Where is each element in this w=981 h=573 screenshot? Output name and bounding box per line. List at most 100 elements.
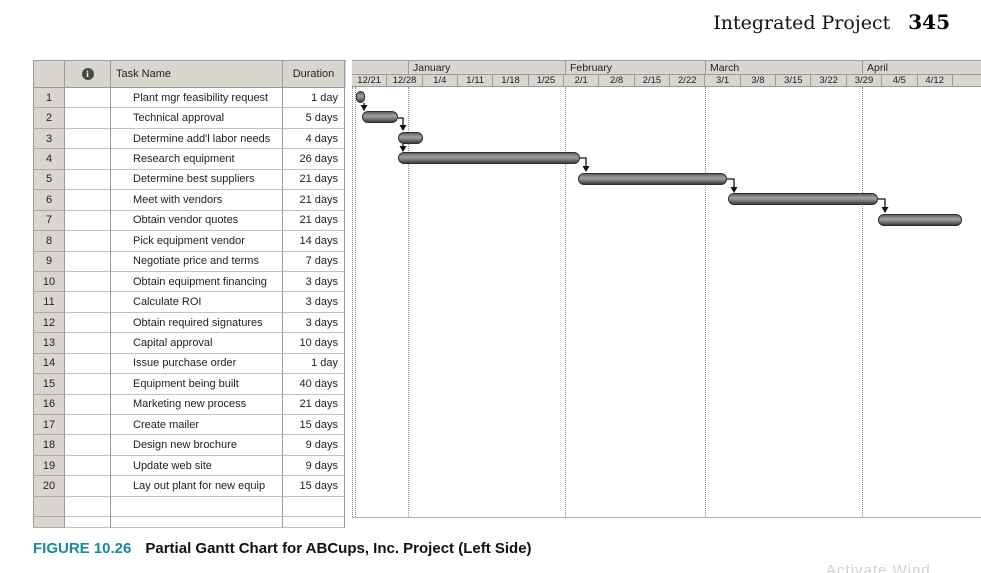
- timescale-week-row[interactable]: 12/21 12/28 1/4 1/11 1/18 1/25 2/1 2/8 2/15 2/22 3…: [352, 74, 981, 87]
- indicator-cell[interactable]: [65, 333, 111, 354]
- row-number-cell[interactable]: 8: [34, 231, 65, 252]
- gantt-bar-task-4[interactable]: [398, 152, 580, 165]
- row-number-cell[interactable]: 15: [34, 374, 65, 395]
- row-number-cell[interactable]: 3: [34, 128, 65, 150]
- row-number-cell[interactable]: 11: [34, 292, 65, 313]
- task-name-cell[interactable]: Update web site: [111, 455, 283, 477]
- timescale-week-cell[interactable]: 2/8: [599, 75, 635, 86]
- task-name-cell[interactable]: Capital approval: [111, 333, 283, 354]
- row-number-cell[interactable]: 16: [34, 394, 65, 415]
- task-name-cell[interactable]: Calculate ROI: [111, 292, 283, 313]
- indicator-cell[interactable]: [65, 415, 111, 436]
- row-number-cell[interactable]: 13: [34, 333, 65, 354]
- timescale-week-cell[interactable]: 1/11: [458, 75, 494, 86]
- task-name-cell[interactable]: Create mailer: [111, 415, 283, 436]
- task-name-cell[interactable]: Issue purchase order: [111, 353, 283, 375]
- indicator-cell[interactable]: [65, 271, 111, 293]
- timescale-week-cell[interactable]: 12/28: [387, 75, 423, 86]
- duration-cell[interactable]: 21 days: [283, 210, 345, 232]
- timescale-week-cell[interactable]: [953, 75, 981, 86]
- task-name-cell[interactable]: Determine best suppliers: [111, 169, 283, 191]
- indicator-cell[interactable]: [65, 231, 111, 252]
- row-number-cell[interactable]: 2: [34, 108, 65, 129]
- indicator-cell[interactable]: [65, 251, 111, 272]
- timescale-week-cell[interactable]: 4/5: [882, 75, 918, 86]
- timescale-week-cell[interactable]: 1/4: [423, 75, 459, 86]
- duration-cell[interactable]: 40 days: [283, 374, 345, 395]
- task-name-cell[interactable]: Design new brochure: [111, 435, 283, 456]
- task-name-cell[interactable]: Plant mgr feasibility request: [111, 88, 283, 109]
- row-number-cell[interactable]: 4: [34, 149, 65, 170]
- task-name-cell[interactable]: [111, 496, 283, 518]
- duration-cell[interactable]: 15 days: [283, 476, 345, 497]
- duration-cell[interactable]: 21 days: [283, 169, 345, 191]
- gantt-bar-task-3[interactable]: [398, 131, 423, 144]
- timescale-week-cell[interactable]: 1/25: [529, 75, 565, 86]
- duration-cell[interactable]: 15 days: [283, 415, 345, 436]
- row-number-cell[interactable]: 14: [34, 353, 65, 375]
- indicator-cell[interactable]: [65, 190, 111, 211]
- indicators-column-header[interactable]: i: [65, 61, 111, 88]
- duration-column-header[interactable]: Duration: [283, 61, 345, 88]
- task-name-cell[interactable]: Lay out plant for new equip: [111, 476, 283, 497]
- indicator-cell[interactable]: [65, 496, 111, 518]
- row-number-cell[interactable]: 18: [34, 435, 65, 456]
- task-name-cell[interactable]: Obtain equipment financing: [111, 271, 283, 293]
- timescale-week-cell[interactable]: 3/15: [776, 75, 812, 86]
- timescale-week-cell[interactable]: 2/22: [670, 75, 706, 86]
- timescale-week-cell[interactable]: 4/12: [918, 75, 953, 86]
- task-name-cell[interactable]: Pick equipment vendor: [111, 231, 283, 252]
- duration-cell[interactable]: 21 days: [283, 190, 345, 211]
- task-name-cell[interactable]: Marketing new process: [111, 394, 283, 415]
- task-name-cell[interactable]: Determine add'l labor needs: [111, 128, 283, 150]
- gantt-bar-task-1[interactable]: [356, 91, 365, 103]
- indicator-cell[interactable]: [65, 312, 111, 334]
- task-name-cell[interactable]: Meet with vendors: [111, 190, 283, 211]
- indicator-cell[interactable]: [65, 169, 111, 191]
- duration-cell[interactable]: 3 days: [283, 292, 345, 313]
- timescale-week-cell[interactable]: 3/22: [811, 75, 847, 86]
- duration-cell[interactable]: 1 day: [283, 88, 345, 109]
- indicator-cell[interactable]: [65, 435, 111, 456]
- gantt-bar-task-2[interactable]: [362, 111, 398, 124]
- indicator-cell[interactable]: [65, 394, 111, 415]
- duration-cell[interactable]: 9 days: [283, 455, 345, 477]
- duration-cell[interactable]: 3 days: [283, 271, 345, 293]
- gantt-bar-task-7[interactable]: [878, 213, 962, 226]
- timescale-week-cell[interactable]: 2/15: [635, 75, 671, 86]
- task-name-cell[interactable]: Research equipment: [111, 149, 283, 170]
- duration-cell[interactable]: 26 days: [283, 149, 345, 170]
- timescale-week-cell[interactable]: 12/21: [352, 75, 388, 86]
- gantt-bar-task-6[interactable]: [728, 193, 878, 206]
- timescale-month-row[interactable]: January February March April: [352, 60, 981, 75]
- timescale-week-cell[interactable]: 3/1: [705, 75, 741, 86]
- task-name-column-header[interactable]: Task Name: [111, 61, 283, 88]
- duration-cell[interactable]: 9 days: [283, 435, 345, 456]
- indicator-cell[interactable]: [65, 292, 111, 313]
- indicator-cell[interactable]: [65, 210, 111, 232]
- row-number-cell[interactable]: [34, 496, 65, 518]
- indicator-cell[interactable]: [65, 476, 111, 497]
- indicator-cell[interactable]: [65, 374, 111, 395]
- task-name-cell[interactable]: Obtain required signatures: [111, 312, 283, 334]
- timescale-week-cell[interactable]: 3/29: [847, 75, 883, 86]
- task-name-cell[interactable]: Equipment being built: [111, 374, 283, 395]
- row-number-cell[interactable]: 12: [34, 312, 65, 334]
- row-number-cell[interactable]: 19: [34, 455, 65, 477]
- row-number-cell[interactable]: 7: [34, 210, 65, 232]
- indicator-cell[interactable]: [65, 128, 111, 150]
- indicator-cell[interactable]: [65, 353, 111, 375]
- duration-cell[interactable]: 1 day: [283, 353, 345, 375]
- task-name-cell[interactable]: Negotiate price and terms: [111, 251, 283, 272]
- timescale-week-cell[interactable]: 2/1: [564, 75, 600, 86]
- row-number-cell[interactable]: 1: [34, 88, 65, 109]
- indicator-cell[interactable]: [65, 455, 111, 477]
- row-number-cell[interactable]: 6: [34, 190, 65, 211]
- timescale-week-cell[interactable]: 3/8: [741, 75, 777, 86]
- indicator-cell[interactable]: [65, 88, 111, 109]
- duration-cell[interactable]: 5 days: [283, 108, 345, 129]
- row-number-cell[interactable]: 9: [34, 251, 65, 272]
- duration-cell[interactable]: 10 days: [283, 333, 345, 354]
- task-name-cell[interactable]: Obtain vendor quotes: [111, 210, 283, 232]
- duration-cell[interactable]: 4 days: [283, 128, 345, 150]
